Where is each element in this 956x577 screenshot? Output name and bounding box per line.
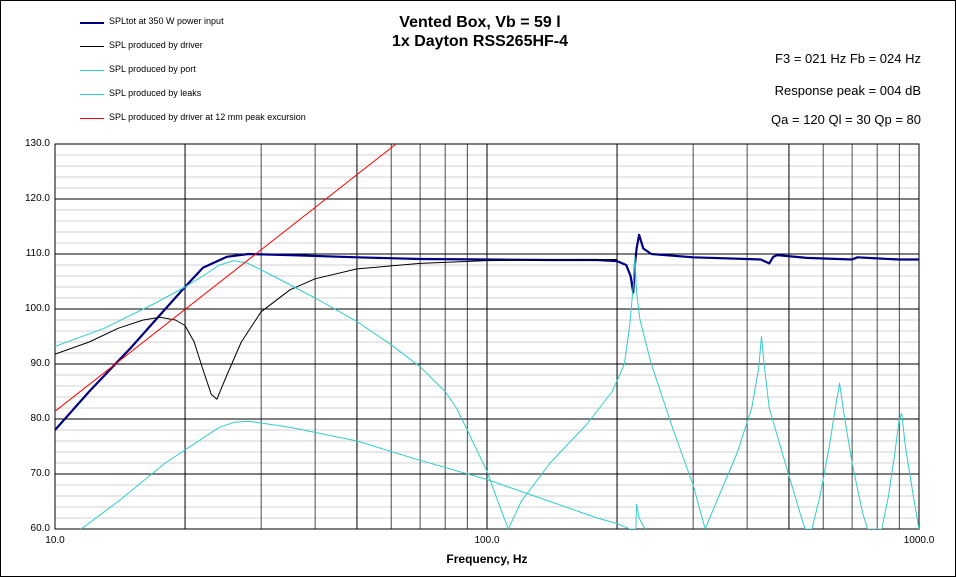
y-tick-label: 60.0 xyxy=(30,523,50,534)
legend-label: SPL produced by driver xyxy=(109,40,203,50)
legend-label: SPL produced by leaks xyxy=(109,88,202,98)
f3-fb-info: F3 = 021 Hz Fb = 024 Hz xyxy=(775,51,921,66)
chart-title-line1: Vented Box, Vb = 59 l xyxy=(399,14,561,31)
y-tick-label: 120.0 xyxy=(24,193,50,204)
legend-swatch xyxy=(80,22,104,24)
series-layer xyxy=(55,144,919,529)
y-tick-label: 130.0 xyxy=(24,138,50,149)
legend-label: SPL produced by port xyxy=(109,64,196,74)
legend-swatch xyxy=(80,70,104,71)
x-tick-label: 1000.0 xyxy=(903,535,935,546)
q-values-info: Qa = 120 Ql = 30 Qp = 80 xyxy=(771,112,921,127)
x-tick-label: 10.0 xyxy=(45,535,65,546)
legend-swatch xyxy=(80,46,104,47)
y-tick-label: 110.0 xyxy=(25,248,50,259)
series-line-6 xyxy=(55,144,397,412)
chart-title-line2: 1x Dayton RSS265HF-4 xyxy=(391,33,569,50)
major-gridlines xyxy=(55,144,919,529)
x-tick-label: 100.0 xyxy=(474,535,500,546)
y-tick-label: 70.0 xyxy=(30,468,50,479)
series-line-4 xyxy=(704,336,919,529)
x-axis-label: Frequency, Hz xyxy=(446,552,528,566)
legend-swatch xyxy=(80,118,104,119)
legend-swatch xyxy=(80,94,104,95)
series-line-2 xyxy=(55,260,509,529)
legend-label: SPLtot at 350 W power input xyxy=(109,16,224,26)
series-line-3 xyxy=(507,256,706,529)
response-peak-info: Response peak = 004 dB xyxy=(774,83,921,98)
y-tick-label: 100.0 xyxy=(24,303,50,314)
plot-area-border xyxy=(54,143,920,530)
y-tick-label: 80.0 xyxy=(30,413,50,424)
legend-label: SPL produced by driver at 12 mm peak exc… xyxy=(109,112,306,122)
series-line-1 xyxy=(55,259,618,400)
y-tick-label: 90.0 xyxy=(30,358,50,369)
series-line-5 xyxy=(80,420,646,529)
